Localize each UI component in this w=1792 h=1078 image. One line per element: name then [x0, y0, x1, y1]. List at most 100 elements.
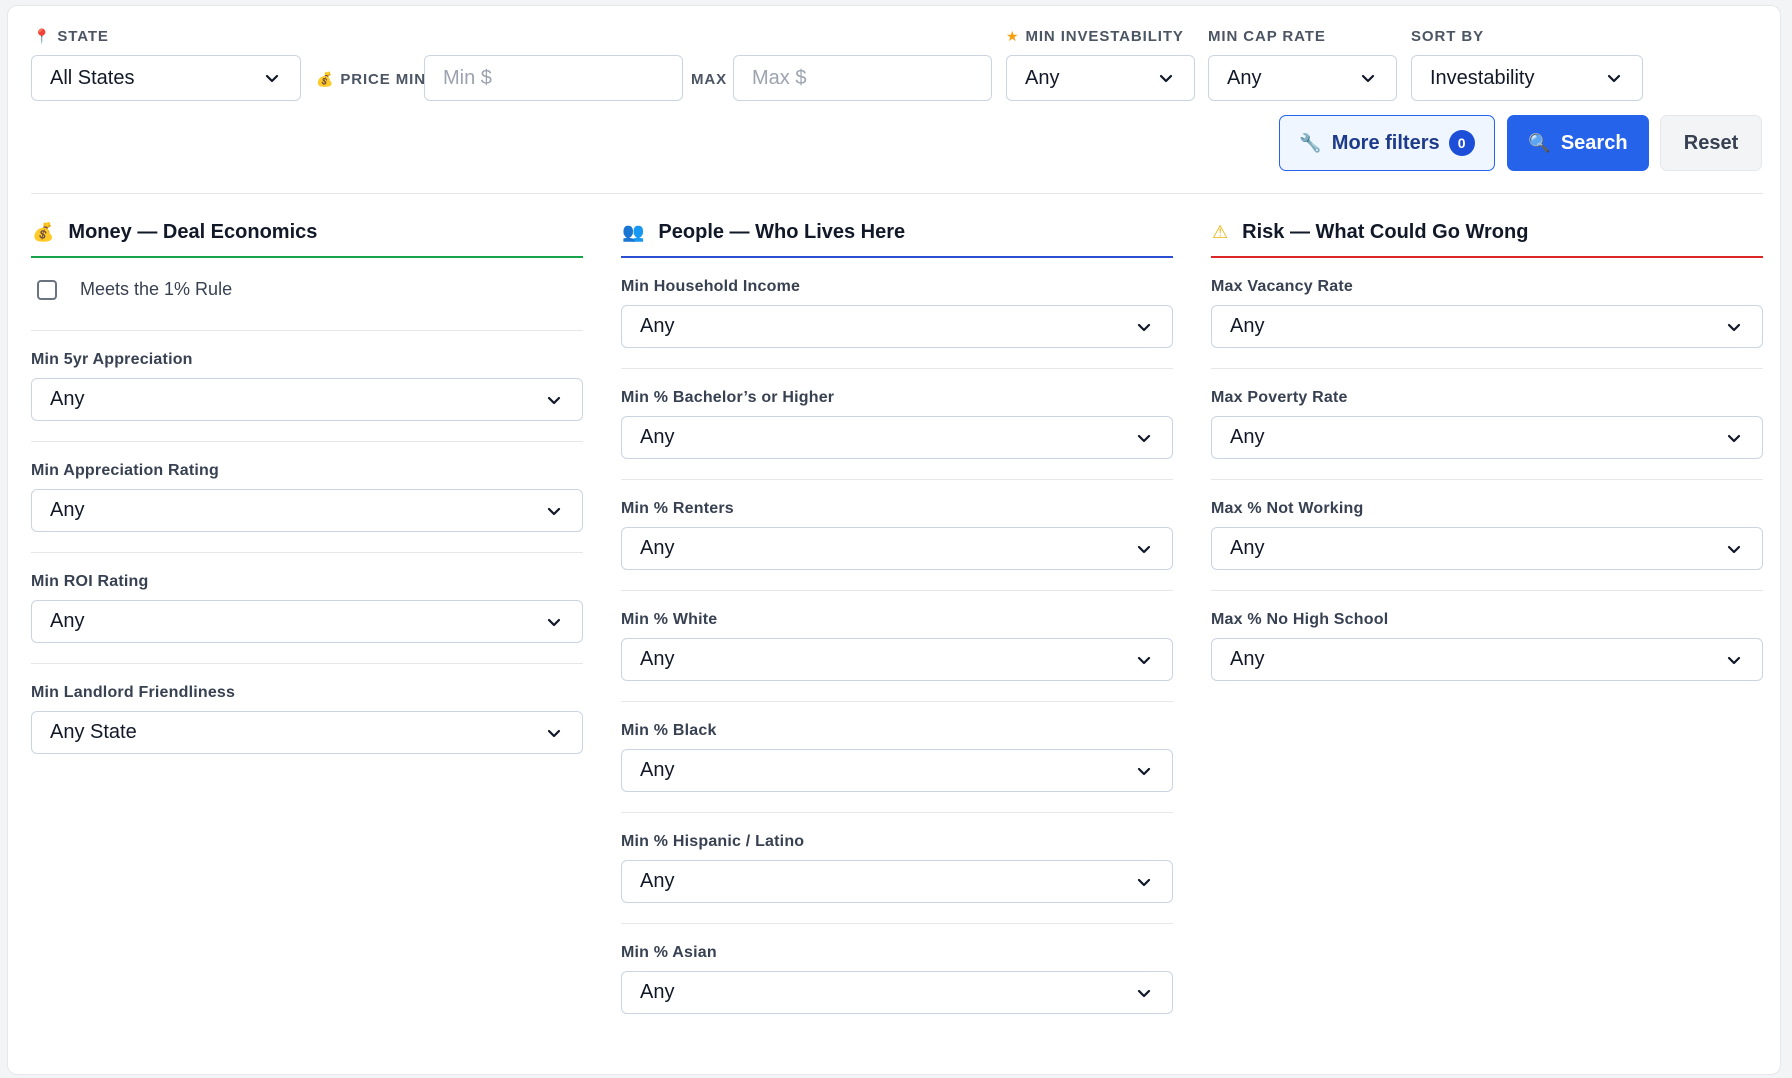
magnifier-icon: 🔍	[1528, 132, 1551, 153]
investability-select-value: Any	[1025, 66, 1060, 89]
people-section-header: 👥 People — Who Lives Here	[621, 208, 1173, 258]
min-asian-select[interactable]: Any	[621, 971, 1173, 1014]
investability-select[interactable]: Any	[1006, 55, 1195, 101]
select-value: Any	[640, 315, 675, 337]
money-bag-icon: 💰	[316, 71, 335, 87]
field-label: Max Poverty Rate	[1211, 389, 1348, 406]
chevron-down-icon	[1137, 323, 1151, 331]
max-vacancy-rate-select[interactable]: Any	[1211, 305, 1763, 348]
money-section-title: Money — Deal Economics	[68, 220, 318, 243]
min-appreciation-rating-field: Min Appreciation Rating Any	[31, 442, 583, 553]
more-filters-label: More filters	[1331, 131, 1440, 154]
price-min-input[interactable]: Min $	[424, 55, 683, 101]
search-label: Search	[1560, 131, 1628, 154]
select-value: Any	[1230, 537, 1265, 559]
max-no-high-school-select[interactable]: Any	[1211, 638, 1763, 681]
one-percent-rule-checkbox[interactable]	[37, 280, 57, 300]
min-white-select[interactable]: Any	[621, 638, 1173, 681]
section-divider	[31, 193, 1763, 194]
state-label: 📍 STATE	[33, 28, 109, 45]
min-renters-field: Min % Renters Any	[621, 480, 1173, 591]
chevron-down-icon	[1137, 434, 1151, 442]
max-not-working-field: Max % Not Working Any	[1211, 480, 1763, 591]
chevron-down-icon	[1727, 545, 1741, 553]
chevron-down-icon	[547, 507, 561, 515]
min-landlord-friendliness-select[interactable]: Any State	[31, 711, 583, 754]
field-label: Min ROI Rating	[31, 573, 149, 590]
min-appreciation-rating-select[interactable]: Any	[31, 489, 583, 532]
select-value: Any	[640, 426, 675, 448]
select-value: Any	[50, 610, 85, 632]
min-bachelors-select[interactable]: Any	[621, 416, 1173, 459]
select-value: Any	[640, 870, 675, 892]
chevron-down-icon	[1137, 545, 1151, 553]
pushpin-icon: 📍	[33, 28, 52, 44]
chevron-down-icon	[1137, 656, 1151, 664]
star-icon: ★	[1006, 28, 1020, 44]
min-black-select[interactable]: Any	[621, 749, 1173, 792]
money-section-header: 💰 Money — Deal Economics	[31, 208, 583, 258]
field-label: Min % Hispanic / Latino	[621, 833, 805, 850]
risk-section: ⚠ Risk — What Could Go Wrong Max Vacancy…	[1211, 208, 1763, 702]
max-poverty-rate-select[interactable]: Any	[1211, 416, 1763, 459]
select-value: Any	[1230, 315, 1265, 337]
chevron-down-icon	[1361, 74, 1375, 83]
select-value: Any	[640, 759, 675, 781]
money-section: 💰 Money — Deal Economics Meets the 1% Ru…	[31, 208, 583, 775]
price-min-placeholder: Min $	[443, 66, 492, 89]
min-renters-select[interactable]: Any	[621, 527, 1173, 570]
reset-label: Reset	[1683, 131, 1739, 154]
min-asian-field: Min % Asian Any	[621, 924, 1173, 1035]
price-max-placeholder: Max $	[752, 66, 807, 89]
sort-select[interactable]: Investability	[1411, 55, 1643, 101]
min-5yr-appreciation-select[interactable]: Any	[31, 378, 583, 421]
search-button[interactable]: 🔍 Search	[1507, 115, 1649, 171]
max-vacancy-rate-field: Max Vacancy Rate Any	[1211, 258, 1763, 369]
more-filters-button[interactable]: 🔧 More filters 0	[1279, 115, 1495, 171]
field-label: Max % No High School	[1211, 611, 1389, 628]
price-max-label: MAX	[691, 71, 728, 88]
max-not-working-select[interactable]: Any	[1211, 527, 1763, 570]
min-roi-rating-select[interactable]: Any	[31, 600, 583, 643]
select-value: Any	[640, 537, 675, 559]
field-label: Min Household Income	[621, 278, 801, 295]
price-min-label: 💰 PRICE MIN	[316, 71, 426, 88]
field-label: Min % Black	[621, 722, 717, 739]
chevron-down-icon	[1607, 74, 1621, 83]
reset-button[interactable]: Reset	[1660, 115, 1762, 171]
field-label: Min % Asian	[621, 944, 717, 961]
state-select[interactable]: All States	[31, 55, 301, 101]
risk-section-title: Risk — What Could Go Wrong	[1242, 220, 1529, 243]
chevron-down-icon	[1727, 656, 1741, 664]
chevron-down-icon	[547, 618, 561, 626]
one-percent-rule-row[interactable]: Meets the 1% Rule	[31, 258, 583, 331]
field-label: Min % Bachelor’s or Higher	[621, 389, 835, 406]
chevron-down-icon	[1159, 74, 1173, 83]
min-bachelors-field: Min % Bachelor’s or Higher Any	[621, 369, 1173, 480]
chevron-down-icon	[547, 729, 561, 737]
min-household-income-select[interactable]: Any	[621, 305, 1173, 348]
people-section: 👥 People — Who Lives Here Min Household …	[621, 208, 1173, 1035]
wrench-icon: 🔧	[1299, 132, 1322, 153]
field-label: Min 5yr Appreciation	[31, 351, 193, 368]
select-value: Any	[50, 388, 85, 410]
min-5yr-appreciation-field: Min 5yr Appreciation Any	[31, 331, 583, 442]
select-value: Any	[1230, 426, 1265, 448]
min-white-field: Min % White Any	[621, 591, 1173, 702]
cap-rate-label: MIN CAP RATE	[1208, 28, 1326, 45]
field-label: Max Vacancy Rate	[1211, 278, 1353, 295]
people-icon: 👥	[622, 221, 645, 242]
min-hispanic-select[interactable]: Any	[621, 860, 1173, 903]
people-section-title: People — Who Lives Here	[658, 220, 906, 243]
field-label: Min % White	[621, 611, 718, 628]
filter-count-badge: 0	[1448, 130, 1475, 156]
price-max-input[interactable]: Max $	[733, 55, 992, 101]
chevron-down-icon	[1137, 989, 1151, 997]
chevron-down-icon	[265, 74, 279, 83]
sort-label: SORT BY	[1411, 28, 1484, 45]
select-value: Any	[1230, 648, 1265, 670]
cap-rate-select[interactable]: Any	[1208, 55, 1397, 101]
sort-select-value: Investability	[1430, 66, 1535, 89]
select-value: Any	[640, 648, 675, 670]
max-poverty-rate-field: Max Poverty Rate Any	[1211, 369, 1763, 480]
